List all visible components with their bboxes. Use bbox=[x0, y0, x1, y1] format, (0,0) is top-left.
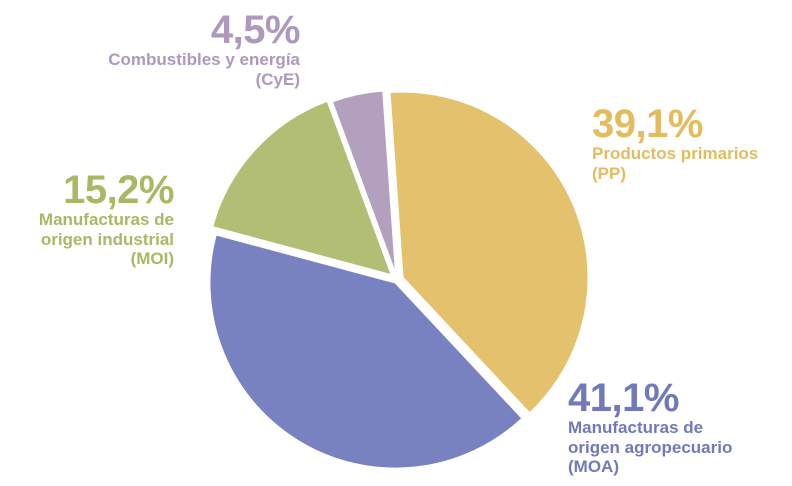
slice-label-name-line: (MOI) bbox=[130, 249, 174, 269]
slice-label-percent: 41,1% bbox=[568, 376, 679, 420]
label-manufacturas-agropecuario: 41,1% Manufacturas de origen agropecuari… bbox=[568, 378, 732, 477]
slice-label-percent: 4,5% bbox=[210, 8, 301, 52]
slice-label-name-line: origen agropecuario bbox=[568, 437, 733, 457]
slice-manufacturas-industrial bbox=[210, 99, 394, 277]
slice-manufacturas-agropecuario bbox=[208, 233, 524, 470]
label-combustibles-energia: 4,5% Combustibles y energía (CyE) bbox=[108, 10, 300, 89]
slice-productos-primarios bbox=[388, 90, 590, 415]
slice-label-name-line: (PP) bbox=[592, 163, 626, 183]
slice-label-name-line: (CyE) bbox=[255, 69, 300, 89]
slice-label-name-line: origen industrial bbox=[40, 229, 174, 249]
slice-label-name-line: (MOA) bbox=[568, 457, 619, 477]
slice-label-name-line: Combustibles y energía bbox=[108, 50, 300, 69]
label-productos-primarios: 39,1% Productos primarios (PP) bbox=[592, 104, 758, 183]
slice-label-name-line: Manufacturas de bbox=[568, 418, 704, 437]
slice-label-percent: 39,1% bbox=[592, 102, 703, 146]
slice-label-percent: 15,2% bbox=[63, 168, 174, 212]
slice-label-name-line: Productos primarios bbox=[592, 144, 759, 163]
label-manufacturas-industrial: 15,2% Manufacturas de origen industrial … bbox=[38, 168, 175, 269]
slice-label-name-line: Manufacturas de bbox=[38, 210, 174, 229]
slice-combustibles-energia bbox=[330, 89, 398, 277]
